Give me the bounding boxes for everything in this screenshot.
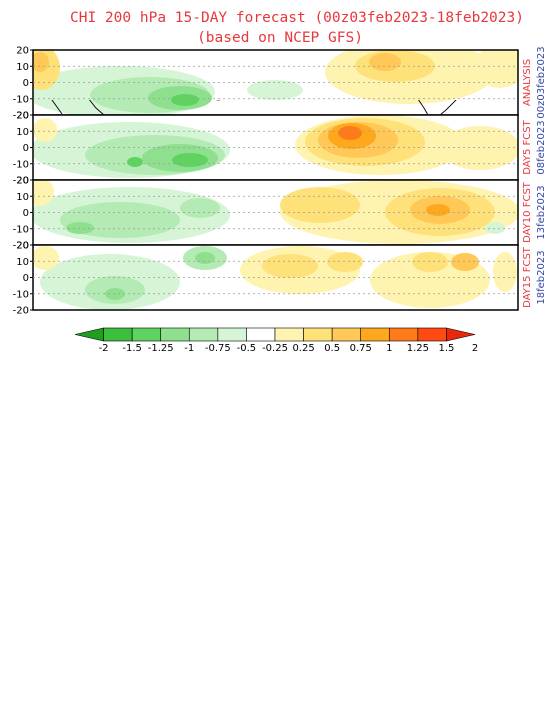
panel-day10-shading (33, 180, 518, 245)
colorbar-label: -1.25 (148, 343, 174, 354)
colorbar-swatch (217, 327, 247, 342)
y-tick-label: -20 (13, 176, 29, 187)
panel-label: ANALYSIS (522, 59, 533, 106)
y-tick-label: 10 (16, 127, 29, 138)
panel-date: 18feb2023 (536, 250, 547, 304)
coastline (51, 100, 63, 115)
panel-analysis-shading (33, 50, 518, 115)
colorbar-label: 0.5 (324, 343, 340, 354)
colorbar-swatch (388, 327, 419, 342)
colorbar-swatch (246, 327, 276, 342)
panel-label: DAY10 FCST (522, 181, 533, 243)
colorbar-swatch (303, 327, 333, 342)
y-tick-label: -20 (13, 306, 29, 317)
colorbar-swatch (188, 327, 219, 342)
y-tick-label: 10 (16, 62, 29, 73)
y-tick-label: 0 (23, 78, 29, 89)
panel-label: DAY15 FCST (522, 246, 533, 308)
coastline (418, 100, 429, 116)
panel-analysis (32, 49, 519, 116)
y-tick-label: 20 (16, 241, 29, 252)
colorbar-label: 1.25 (407, 343, 429, 354)
y-tick-label: 0 (23, 143, 29, 154)
panel-day10 (32, 179, 519, 246)
colorbar-swatch (160, 327, 190, 342)
colorbar-label: 2 (472, 343, 478, 354)
figure-subtitle: (based on NCEP GFS) (197, 30, 363, 46)
y-tick-label: 20 (16, 111, 29, 122)
colorbar-label: 0.75 (350, 343, 372, 354)
colorbar-swatch (131, 327, 162, 342)
colorbar-label: 1 (386, 343, 392, 354)
figure-title: CHI 200 hPa 15-DAY forecast (00z03feb202… (70, 10, 524, 26)
y-axis-tick-labels: 20100-10-2020100-10-2020100-10-2020100-1… (13, 46, 33, 317)
colorbar-swatch (274, 327, 304, 342)
colorbar-label: -0.25 (262, 343, 288, 354)
colorbar-label: -1 (184, 343, 194, 354)
y-tick-label: 10 (16, 192, 29, 203)
colorbar-label: -0.5 (237, 343, 257, 354)
panel-label: DAY5 FCST (522, 119, 533, 174)
y-tick-label: -10 (13, 224, 29, 235)
coastline (439, 100, 457, 116)
colorbar-swatch (103, 327, 133, 342)
latitude-gridlines (33, 65, 518, 295)
coastline-outlines (51, 100, 516, 116)
colorbar: -2 -1.5 -1.25 -1 -0.75 -0.5 -0.25 0.25 0.5 0.75 1 1… (74, 327, 478, 354)
colorbar-swatch (74, 327, 104, 342)
colorbar-label: -1.5 (122, 343, 142, 354)
colorbar-swatch (360, 327, 390, 342)
y-tick-label: -20 (13, 111, 29, 122)
coastline (88, 100, 105, 116)
colorbar-label: 1.5 (438, 343, 454, 354)
y-tick-label: 20 (16, 46, 29, 57)
colorbar-swatch (446, 327, 476, 342)
y-tick-label: 10 (16, 257, 29, 268)
y-tick-label: -20 (13, 241, 29, 252)
colorbar-label: 0.25 (292, 343, 314, 354)
colorbar-label: -2 (99, 343, 109, 354)
panel-date: 08feb2023 (536, 120, 547, 174)
panel-date: 13feb2023 (536, 185, 547, 239)
y-tick-label: -10 (13, 94, 29, 105)
y-tick-label: -10 (13, 289, 29, 300)
y-tick-label: 0 (23, 273, 29, 284)
y-tick-label: -10 (13, 159, 29, 170)
colorbar-swatch (331, 327, 362, 342)
panel-date: 00z03feb2023 (536, 46, 547, 118)
colorbar-label: -0.75 (205, 343, 231, 354)
y-tick-label: 0 (23, 208, 29, 219)
y-tick-label: 20 (16, 176, 29, 187)
colorbar-swatch (417, 327, 447, 342)
